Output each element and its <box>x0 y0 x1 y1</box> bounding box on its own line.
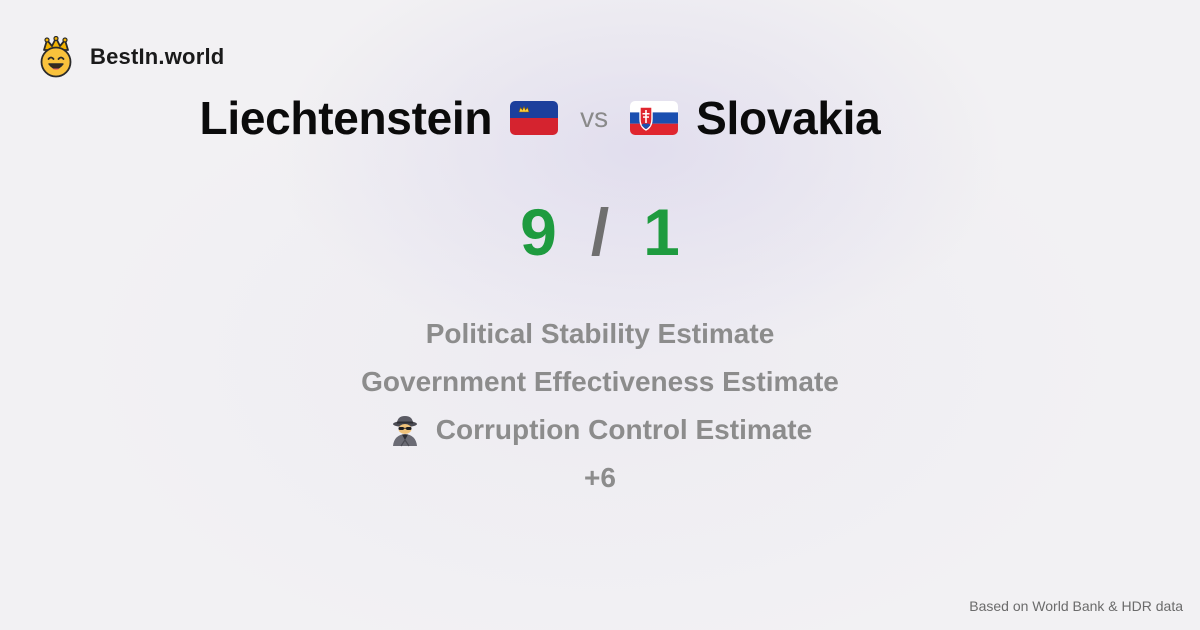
liechtenstein-flag-icon <box>510 101 559 135</box>
metric-label: Corruption Control Estimate <box>435 414 813 445</box>
metric-item: Political Stability Estimate <box>426 310 775 358</box>
metric-item: Corruption Control Estimate <box>388 406 812 454</box>
detective-icon <box>392 416 417 447</box>
data-source-note: Based on World Bank & HDR data <box>969 598 1183 614</box>
slovakia-flag-icon <box>630 101 679 135</box>
left-country-name[interactable]: Liechtenstein <box>199 92 493 144</box>
metric-item: Government Effectiveness Estimate <box>361 358 839 406</box>
score: 9 / 1 <box>0 192 1200 272</box>
metric-label: Political Stability Estimate <box>425 318 775 349</box>
score-separator: / <box>590 195 610 269</box>
left-score: 9 <box>520 195 557 269</box>
comparison-title: Liechtenstein vs Slovakia <box>0 88 1080 148</box>
vs-label: vs <box>580 102 609 133</box>
metric-label: Government Effectiveness Estimate <box>361 366 839 397</box>
more-label: +6 <box>584 462 616 493</box>
brand-name: BestIn.world <box>90 44 225 69</box>
brand-link[interactable]: BestIn.world <box>38 36 224 78</box>
right-score: 1 <box>643 195 680 269</box>
right-country-name[interactable]: Slovakia <box>696 92 881 144</box>
metrics-list: Political Stability Estimate Government … <box>0 310 1200 502</box>
crowned-smiley-icon <box>40 36 72 78</box>
more-metrics-count[interactable]: +6 <box>584 454 616 502</box>
